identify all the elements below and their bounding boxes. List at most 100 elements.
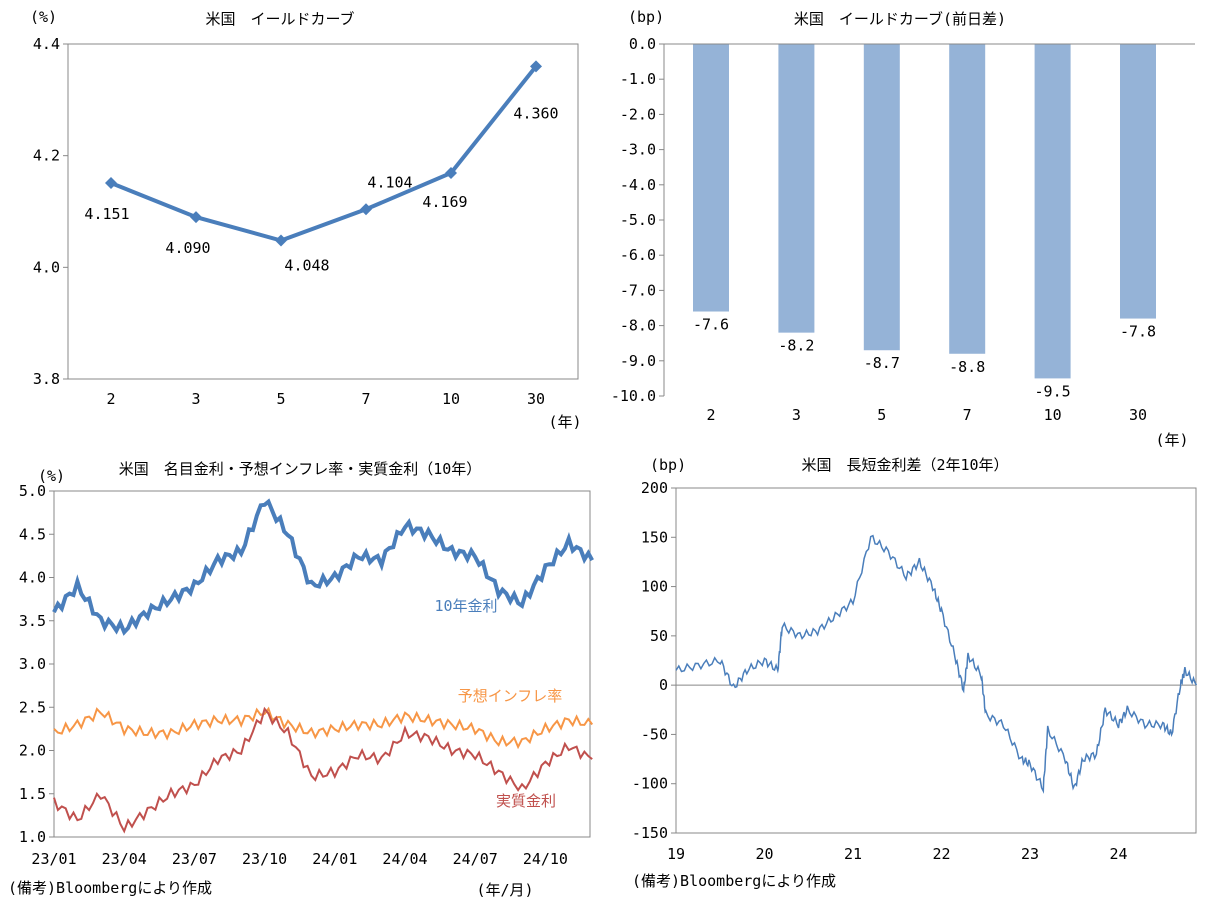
chart3-series-label: 10年金利 (434, 597, 497, 615)
chart3-xtick-label: 24/07 (453, 850, 498, 868)
chart4-xtick-label: 19 (667, 845, 685, 863)
chart3-xtick-label: 23/07 (172, 850, 217, 868)
chart3-y-unit: (%) (38, 467, 65, 485)
chart1-ytick-label: 3.8 (33, 370, 60, 388)
chart2-bar (693, 44, 729, 312)
chart2-ytick-label: -10.0 (611, 387, 656, 405)
chart4-plot-frame (675, 487, 1197, 834)
chart2-ytick-label: -3.0 (620, 141, 656, 159)
chart3-title: 米国 名目金利・予想インフレ率・実質金利（10年） (119, 460, 482, 478)
chart4-ytick-label: -150 (632, 824, 668, 842)
chart2-ytick-label: 0.0 (629, 35, 656, 53)
chart3-xtick-label: 24/01 (312, 850, 357, 868)
chart3-ytick-label: 5.0 (19, 482, 46, 500)
chart1-data-label: 4.151 (84, 205, 129, 223)
chart3-series-line (52, 498, 594, 636)
chart4-ytick-label: 0 (659, 676, 668, 694)
chart2-ytick-label: -6.0 (620, 246, 656, 264)
chart3-x-unit: (年/月) (476, 881, 533, 899)
chart1-x-unit: (年) (548, 413, 581, 431)
chart3-ytick-label: 3.5 (19, 612, 46, 630)
chart2-bar (1120, 44, 1156, 319)
chart2-xtick-label: 3 (792, 406, 801, 424)
chart2-bar (863, 44, 900, 351)
chart3-ytick-label: 2.0 (19, 742, 46, 760)
chart2-ytick-label: -2.0 (620, 105, 656, 123)
chart3-plot-frame (53, 490, 591, 838)
chart3-xtick-label: 23/04 (102, 850, 147, 868)
chart2-data-label: -7.8 (1120, 323, 1156, 341)
source-note-right: (備考)Bloombergにより作成 (632, 872, 837, 890)
chart2-y-unit: (bp) (628, 8, 664, 26)
chart2-xtick-label: 30 (1129, 406, 1147, 424)
chart2-bar (1034, 44, 1071, 379)
chart3-series-line (53, 706, 593, 834)
chart2-xtick-label: 7 (963, 406, 972, 424)
chart4-ytick-label: 200 (641, 479, 668, 497)
chart1-point-marker (275, 234, 287, 247)
chart3-xtick-label: 24/04 (382, 850, 427, 868)
chart1-point-marker (360, 203, 372, 216)
source-note-left: (備考)Bloombergにより作成 (8, 879, 213, 897)
chart2-data-label: -9.5 (1035, 382, 1071, 400)
chart1-ytick-label: 4.4 (33, 35, 60, 53)
chart2-data-label: -8.2 (778, 337, 814, 355)
chart1-data-label: 4.048 (284, 257, 329, 275)
chart1-xtick-label: 2 (106, 390, 115, 408)
chart1-title: 米国 イールドカーブ (205, 10, 354, 28)
chart1-data-label: 4.360 (513, 104, 558, 122)
chart2-bar (949, 44, 986, 354)
chart1-xtick-label: 30 (527, 390, 545, 408)
chart4-xtick-label: 20 (755, 845, 773, 863)
chart1-plot-frame (67, 43, 579, 380)
chart3-series-label: 予想インフレ率 (458, 687, 563, 705)
chart1-point-marker (190, 211, 202, 224)
chart4-ytick-label: 150 (641, 528, 668, 546)
chart4-ytick-label: 50 (650, 627, 668, 645)
chart1-xtick-label: 10 (442, 390, 460, 408)
chart4-xtick-label: 22 (932, 845, 950, 863)
chart1-data-label: 4.169 (422, 193, 467, 211)
chart2-data-label: -8.8 (949, 358, 985, 376)
chart2-title: 米国 イールドカーブ(前日差) (794, 10, 1006, 28)
chart3-series-line (53, 706, 594, 750)
chart4-ytick-label: 100 (641, 578, 668, 596)
chart4-xtick-label: 24 (1109, 845, 1127, 863)
chart2-ytick-label: -5.0 (620, 211, 656, 229)
chart1-point-marker (105, 177, 117, 190)
chart1-xtick-label: 3 (191, 390, 200, 408)
chart3-ytick-label: 2.5 (19, 698, 46, 716)
chart2-ytick-label: -4.0 (620, 176, 656, 194)
chart3-ytick-label: 4.5 (19, 525, 46, 543)
chart3-series-label: 実質金利 (496, 792, 556, 810)
chart3-xtick-label: 24/10 (523, 850, 568, 868)
chart2-ytick-label: -8.0 (620, 317, 656, 335)
chart2-xtick-label: 2 (706, 406, 715, 424)
chart1-ytick-label: 4.0 (33, 258, 60, 276)
chart3-ytick-label: 4.0 (19, 569, 46, 587)
chart1-xtick-label: 5 (276, 390, 285, 408)
chart2-x-unit: (年) (1155, 431, 1188, 449)
chart2-ytick-label: -7.0 (620, 281, 656, 299)
chart1-data-label: 4.090 (165, 239, 210, 257)
chart4-y-unit: (bp) (650, 456, 686, 474)
chart4-xtick-label: 23 (1021, 845, 1039, 863)
chart2-ytick-label: -9.0 (620, 352, 656, 370)
chart4-ytick-label: -50 (641, 725, 668, 743)
chart4-xtick-label: 21 (844, 845, 862, 863)
chart4-title: 米国 長短金利差（2年10年） (801, 456, 1008, 474)
chart1-y-unit: (%) (30, 8, 57, 26)
chart2-ytick-label: -1.0 (620, 70, 656, 88)
chart2-data-label: -7.6 (693, 316, 729, 334)
chart2-data-label: -8.7 (864, 354, 900, 372)
chart1-xtick-label: 7 (361, 390, 370, 408)
chart3-ytick-label: 3.0 (19, 655, 46, 673)
chart1-ytick-label: 4.2 (33, 147, 60, 165)
chart1-line (110, 65, 538, 243)
chart2-xtick-label: 5 (877, 406, 886, 424)
chart3-xtick-label: 23/01 (31, 850, 76, 868)
chart2-xtick-label: 10 (1044, 406, 1062, 424)
chart1-point-marker (445, 166, 457, 179)
chart4-series-line (675, 534, 1198, 794)
